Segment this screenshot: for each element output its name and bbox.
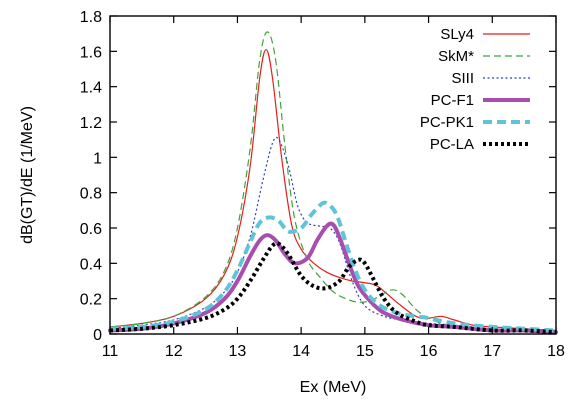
x-tick-label: 13 — [229, 343, 247, 360]
legend-label: SLy4 — [440, 26, 474, 43]
y-tick-label: 0.8 — [80, 186, 102, 203]
y-axis-title: dB(GT)/dE (1/MeV) — [19, 106, 36, 244]
x-tick-label: 11 — [102, 343, 119, 360]
y-tick-label: 0.6 — [80, 221, 102, 238]
ticks-layer: 11 12 13 14 15 16 17 18 0 0.2 0.4 0.6 0.8 1 1.2 1.4 1.6 1… — [80, 9, 565, 360]
y-tick-label: 1.2 — [80, 115, 102, 132]
x-tick-label: 14 — [292, 343, 310, 360]
plot-frame — [109, 15, 557, 335]
curves-layer — [108, 31, 558, 335]
y-tick-label: 1.6 — [80, 44, 102, 61]
legend-label: PC-F1 — [431, 92, 474, 109]
series-line-pc-la — [109, 241, 557, 335]
legend-label: SkM* — [438, 48, 474, 65]
legend-label: SIII — [451, 70, 474, 87]
y-tick-label: 0 — [93, 327, 102, 344]
y-tick-label: 0.4 — [80, 256, 102, 273]
legend: SLy4 SkM* SIII PC-F1 PC-PK1 PC-LA — [420, 26, 530, 153]
x-axis-title: Ex (MeV) — [300, 379, 367, 396]
series-line-pc-f1 — [108, 221, 558, 335]
y-tick-label: 1.8 — [80, 9, 102, 26]
series-line-pc-pk1 — [109, 200, 557, 333]
series-line-sly4 — [109, 48, 557, 332]
x-tick-label: 12 — [165, 343, 183, 360]
series-line-skm — [109, 31, 557, 332]
series-line-siii — [109, 136, 557, 332]
x-tick-label: 16 — [420, 343, 438, 360]
x-tick-label: 17 — [483, 343, 501, 360]
y-tick-label: 0.2 — [80, 292, 102, 309]
legend-label: PC-PK1 — [420, 114, 474, 131]
x-tick-label: 18 — [547, 343, 565, 360]
y-tick-label: 1.4 — [80, 80, 102, 97]
legend-label: PC-LA — [430, 136, 474, 153]
x-tick-label: 15 — [356, 343, 374, 360]
y-tick-label: 1 — [93, 150, 102, 167]
